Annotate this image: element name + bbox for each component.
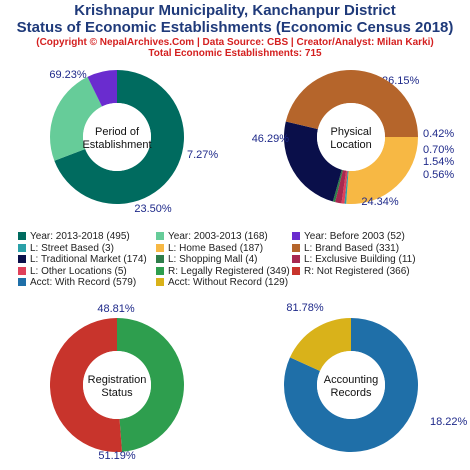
legend-item: L: Other Locations (5) (18, 265, 127, 277)
legend-label: Year: 2013-2018 (495) (30, 231, 130, 242)
slice-percent-label: 23.50% (134, 203, 172, 215)
legend-label: L: Brand Based (331) (304, 242, 400, 254)
slice-percent-label: 46.29% (252, 133, 290, 145)
donut-center-label: Establishment (82, 139, 151, 151)
legend-swatch (156, 232, 164, 240)
slice-percent-label: 7.27% (187, 149, 218, 161)
legend-label: L: Street Based (3) (30, 242, 114, 254)
donut-hole (317, 351, 385, 419)
slice-percent-label: 69.23% (49, 69, 87, 81)
slice-percent-label: 0.70% (423, 144, 454, 156)
slice-percent-label: 1.54% (423, 156, 454, 168)
donut-hole (83, 103, 151, 171)
donut-chart: 26.15%0.42%0.70%1.54%0.56%24.34%46.29%Ph… (252, 69, 454, 208)
legend-label: Year: 2003-2013 (168) (168, 231, 268, 242)
legend-label: L: Home Based (187) (168, 242, 264, 254)
slice-percent-label: 81.78% (286, 302, 324, 314)
legend-item: R: Legally Registered (349) (156, 265, 290, 277)
legend-swatch (18, 278, 26, 286)
legend-swatch (18, 255, 26, 263)
pie-slice (344, 170, 349, 204)
title-line-2: Status of Economic Establishments (Econo… (16, 19, 454, 36)
legend-label: L: Traditional Market (174) (30, 254, 147, 265)
pie-slice (346, 137, 418, 204)
total-line: Total Economic Establishments: 715 (148, 48, 322, 59)
legend-item: R: Not Registered (366) (292, 265, 410, 277)
slice-percent-label: 0.42% (423, 128, 454, 140)
legend-item: Year: 2013-2018 (495) (18, 232, 130, 242)
slice-percent-label: 18.22% (430, 416, 468, 428)
slice-percent-label: 51.19% (98, 450, 136, 462)
legend-swatch (18, 266, 26, 275)
donut-center-label: Status (101, 387, 133, 399)
legend-item: Year: Before 2003 (52) (292, 232, 405, 242)
pie-slice (285, 69, 418, 137)
legend-swatch (292, 255, 300, 263)
legend-label: Acct: With Record (579) (30, 277, 137, 288)
legend: Year: 2013-2018 (495) Year: 2003-2013 (16… (0, 232, 470, 292)
legend-swatch (156, 266, 164, 275)
legend-swatch (292, 232, 300, 240)
legend-item: L: Exclusive Building (11) (292, 255, 416, 265)
pie-slice (335, 170, 347, 204)
legend-item: L: Home Based (187) (156, 242, 264, 254)
donut-hole (83, 351, 151, 419)
donut-center-label: Records (331, 387, 372, 399)
legend-swatch (292, 266, 300, 275)
legend-item: L: Brand Based (331) (292, 242, 400, 254)
legend-label: L: Shopping Mall (4) (168, 254, 258, 265)
slice-percent-label: 48.81% (97, 303, 135, 315)
donut-center-label: Period of (95, 126, 140, 138)
pie-slice (341, 170, 348, 204)
donut-center-label: Location (330, 139, 372, 151)
donut-center-label: Physical (331, 126, 372, 138)
legend-swatch (292, 243, 300, 252)
legend-swatch (18, 232, 26, 240)
legend-swatch (156, 255, 164, 263)
legend-swatch (18, 243, 26, 252)
legend-swatch (156, 278, 164, 286)
pie-slice (284, 121, 342, 202)
pie-slice (289, 318, 351, 371)
pie-slice (49, 318, 123, 453)
pie-slice (54, 70, 184, 204)
legend-label: L: Other Locations (5) (30, 265, 127, 277)
legend-item: L: Shopping Mall (4) (156, 255, 258, 265)
donut-center-label: Registration (88, 374, 147, 386)
legend-label: R: Not Registered (366) (304, 265, 410, 277)
pie-slice (50, 76, 103, 161)
slice-percent-label: 24.34% (361, 196, 399, 208)
legend-label: Acct: Without Record (129) (168, 277, 289, 288)
legend-item: L: Traditional Market (174) (18, 255, 147, 265)
donut-center-label: Accounting (324, 374, 378, 386)
credit-line: (Copyright © NepalArchives.Com | Data So… (36, 37, 434, 48)
legend-item: Year: 2003-2013 (168) (156, 232, 268, 242)
legend-item: L: Street Based (3) (18, 242, 114, 254)
legend-item: Acct: With Record (579) (18, 278, 136, 288)
legend-item: Acct: Without Record (129) (156, 278, 288, 288)
chart-header: Krishnapur Municipality, Kanchanpur Dist… (0, 0, 470, 59)
pie-slice (284, 318, 418, 452)
title-line-1: Krishnapur Municipality, Kanchanpur Dist… (74, 2, 396, 19)
pie-slice (117, 318, 184, 452)
legend-label: R: Legally Registered (349) (168, 265, 290, 277)
pie-slice (332, 169, 343, 203)
legend-label: Year: Before 2003 (52) (304, 231, 405, 242)
slice-percent-label: 0.56% (423, 169, 454, 181)
pie-slice (87, 70, 117, 107)
donut-hole (317, 103, 385, 171)
legend-swatch (156, 243, 164, 252)
legend-label: L: Exclusive Building (11) (304, 254, 416, 265)
